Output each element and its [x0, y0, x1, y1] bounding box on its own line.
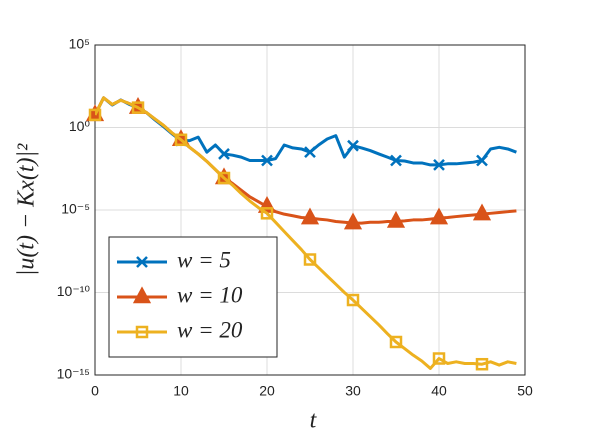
x-tick-label: 40 — [431, 383, 447, 399]
marker — [303, 253, 317, 266]
legend-marker — [136, 256, 148, 268]
marker — [261, 154, 273, 167]
plot-frame — [94, 44, 526, 376]
y-tick-label: 10⁻¹⁵ — [57, 366, 90, 382]
legend-label: w = 10 — [177, 282, 243, 307]
y-axis-label: |u(t) − Kx(t)|² — [14, 143, 40, 276]
marker — [429, 207, 449, 225]
x-tick-label: 20 — [259, 383, 275, 399]
x-tick-label: 0 — [91, 383, 99, 399]
marker — [218, 148, 230, 160]
y-tick-label: 10⁻⁵ — [61, 201, 90, 217]
y-tick-label: 10⁰ — [69, 118, 91, 134]
marker — [432, 352, 446, 365]
legend-label: w = 20 — [177, 317, 243, 342]
legend-marker — [132, 286, 152, 304]
marker — [390, 154, 402, 167]
marker — [260, 207, 274, 220]
marker — [131, 101, 145, 114]
marker — [217, 171, 231, 185]
marker — [433, 159, 445, 171]
marker — [476, 154, 488, 167]
x-tick-label: 30 — [345, 383, 361, 399]
marker — [475, 357, 489, 371]
marker — [88, 108, 102, 122]
marker — [174, 133, 188, 147]
marker — [347, 139, 359, 152]
marker — [386, 210, 406, 228]
marker — [389, 335, 403, 349]
marker — [346, 293, 360, 307]
marker — [343, 212, 363, 230]
y-tick-label: 10⁵ — [69, 36, 90, 52]
x-tick-label: 50 — [517, 383, 533, 399]
legend-marker — [135, 325, 149, 339]
marker — [304, 146, 316, 159]
y-tick-label: 10⁻¹⁰ — [57, 283, 91, 299]
marker — [472, 203, 492, 221]
x-tick-label: 10 — [173, 383, 189, 399]
legend-label: w = 5 — [177, 247, 231, 272]
x-axis-label: t — [310, 408, 318, 434]
marker — [300, 207, 320, 225]
